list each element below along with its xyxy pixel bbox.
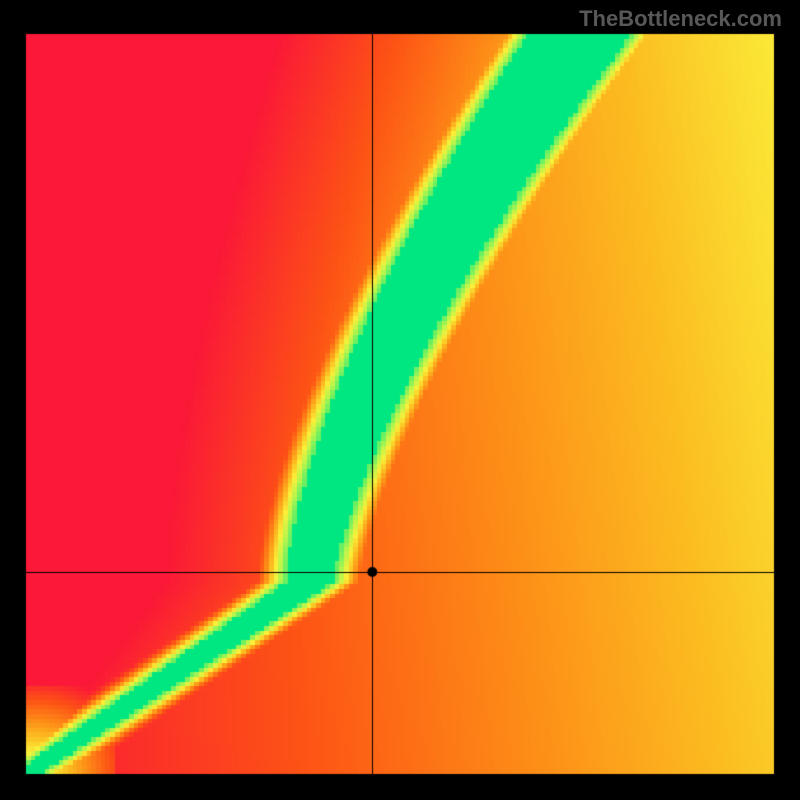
attribution-label: TheBottleneck.com: [579, 6, 782, 32]
chart-root: TheBottleneck.com: [0, 0, 800, 800]
bottleneck-heatmap: [0, 0, 800, 800]
